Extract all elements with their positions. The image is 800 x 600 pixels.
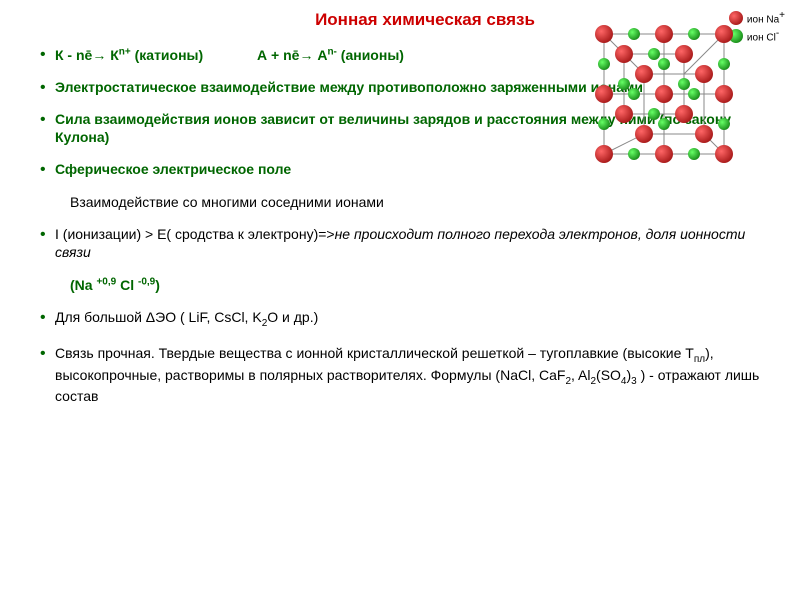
cl-ion bbox=[688, 28, 700, 40]
cl-ion bbox=[598, 118, 610, 130]
na-ion bbox=[615, 45, 633, 63]
cl-ion bbox=[628, 28, 640, 40]
cl-ion bbox=[658, 118, 670, 130]
na-ion bbox=[655, 145, 673, 163]
cl-ion bbox=[678, 78, 690, 90]
na-ion bbox=[595, 145, 613, 163]
cl-ion bbox=[658, 58, 670, 70]
na-ion bbox=[655, 85, 673, 103]
na-ion bbox=[595, 25, 613, 43]
cl-ion bbox=[718, 58, 730, 70]
crystal-lattice bbox=[585, 15, 745, 175]
na-ion bbox=[715, 85, 733, 103]
na-ion bbox=[715, 25, 733, 43]
cl-ion bbox=[718, 118, 730, 130]
cl-ion bbox=[628, 88, 640, 100]
lattice-diagram: ион Na+ ион Cl- bbox=[585, 10, 785, 190]
item-bond: Связь прочная. Твердые вещества с ионной… bbox=[40, 344, 780, 406]
na-ion bbox=[695, 125, 713, 143]
na-ion bbox=[675, 45, 693, 63]
cl-ion bbox=[618, 78, 630, 90]
cl-ion bbox=[688, 88, 700, 100]
na-ion bbox=[715, 145, 733, 163]
na-ion bbox=[655, 25, 673, 43]
item-ionization: I (ионизации) > Е( сродства к электрону)… bbox=[40, 225, 780, 261]
cl-ion bbox=[628, 148, 640, 160]
na-ion bbox=[695, 65, 713, 83]
item-nacl: (Na +0,9 Cl -0,9) bbox=[40, 275, 780, 294]
item-interaction: Взаимодействие со многими соседними иона… bbox=[40, 193, 780, 211]
na-ion bbox=[595, 85, 613, 103]
na-ion bbox=[675, 105, 693, 123]
na-ion bbox=[635, 125, 653, 143]
na-ion bbox=[615, 105, 633, 123]
cl-ion bbox=[648, 48, 660, 60]
cl-ion bbox=[688, 148, 700, 160]
na-ion bbox=[635, 65, 653, 83]
cl-ion bbox=[598, 58, 610, 70]
item-eo: Для большой ΔЭО ( LiF, CsCl, K2O и др.) bbox=[40, 308, 780, 330]
cl-ion bbox=[648, 108, 660, 120]
